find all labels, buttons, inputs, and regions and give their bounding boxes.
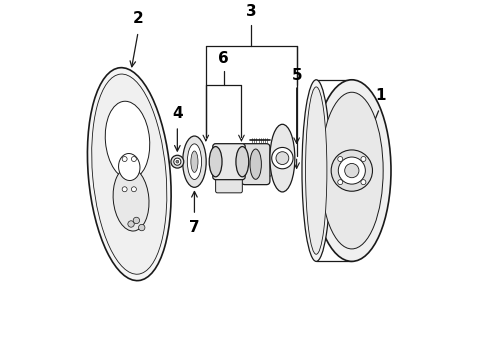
Circle shape (274, 152, 278, 156)
Circle shape (361, 180, 366, 185)
Circle shape (344, 163, 359, 178)
Ellipse shape (87, 68, 171, 281)
Ellipse shape (302, 80, 330, 261)
Circle shape (128, 221, 134, 227)
Text: 5: 5 (292, 68, 302, 83)
Ellipse shape (119, 153, 140, 180)
Circle shape (171, 155, 184, 168)
Circle shape (122, 157, 127, 162)
Circle shape (122, 187, 127, 192)
Text: 1: 1 (376, 88, 386, 103)
Ellipse shape (209, 147, 222, 177)
Circle shape (272, 148, 293, 169)
Ellipse shape (313, 80, 391, 261)
Circle shape (139, 224, 145, 231)
Circle shape (174, 158, 181, 165)
FancyBboxPatch shape (216, 174, 243, 193)
Ellipse shape (191, 151, 198, 172)
Text: 6: 6 (218, 50, 229, 66)
Circle shape (276, 152, 289, 165)
Circle shape (338, 157, 343, 162)
Ellipse shape (236, 147, 249, 177)
Circle shape (280, 148, 285, 152)
Ellipse shape (105, 101, 150, 179)
Circle shape (331, 150, 372, 191)
Ellipse shape (320, 92, 383, 249)
FancyBboxPatch shape (242, 144, 270, 185)
Circle shape (131, 157, 136, 162)
Circle shape (280, 164, 285, 168)
Circle shape (133, 217, 140, 224)
Ellipse shape (92, 74, 167, 274)
Circle shape (287, 152, 291, 156)
Circle shape (274, 160, 278, 164)
Ellipse shape (183, 136, 206, 187)
Ellipse shape (187, 144, 201, 180)
Circle shape (361, 157, 366, 162)
Ellipse shape (113, 167, 149, 231)
Circle shape (131, 187, 136, 192)
Circle shape (287, 160, 291, 164)
Text: 3: 3 (246, 4, 257, 19)
Ellipse shape (270, 124, 295, 192)
Ellipse shape (306, 87, 327, 254)
Ellipse shape (250, 149, 261, 179)
Text: 2: 2 (133, 12, 144, 26)
FancyBboxPatch shape (213, 144, 245, 180)
Circle shape (338, 157, 366, 184)
Circle shape (176, 160, 179, 163)
Text: 7: 7 (189, 220, 200, 235)
Circle shape (338, 180, 343, 185)
Text: 4: 4 (172, 106, 183, 121)
